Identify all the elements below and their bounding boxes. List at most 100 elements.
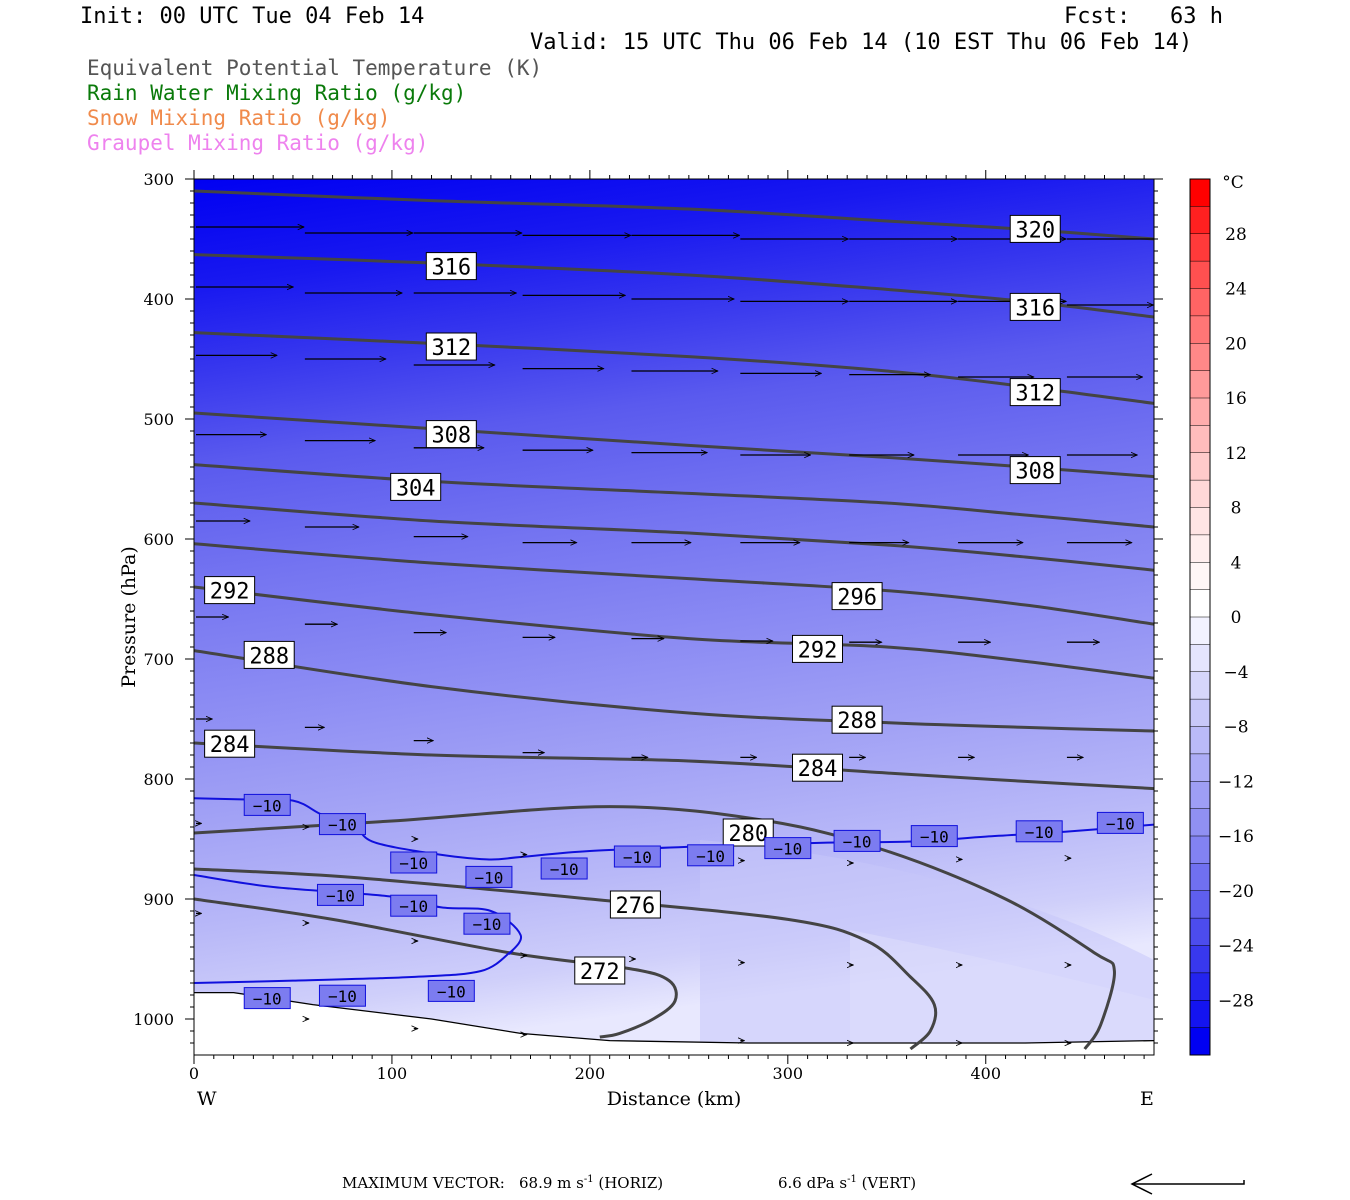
contour-labels: 320 316 316 312 312 308 308 304 296 292 292 288 288 2… (204, 214, 1144, 1010)
theta-e-label-box (425, 420, 477, 449)
temp-label-box (833, 829, 881, 852)
theta-e-label-box (609, 890, 661, 919)
temp-label: −10 (773, 840, 802, 859)
theta-e-label: 316 (1015, 296, 1055, 321)
temp-label-box (613, 845, 661, 868)
temp-label: −10 (437, 982, 466, 1001)
theta-e-label: 284 (798, 757, 838, 782)
colorbar-tick-label: 8 (1231, 499, 1242, 519)
colorbar-tick-label: −28 (1218, 991, 1254, 1011)
temp-label-box (764, 837, 812, 860)
temp-label: −10 (843, 832, 872, 851)
x-tick-label: 200 (575, 1064, 606, 1083)
x-axis-label: Distance (km) (607, 1088, 742, 1110)
colorbar-segment (1190, 918, 1210, 946)
temp-label: −10 (253, 990, 282, 1009)
theta-e-label: 284 (210, 733, 250, 758)
vert-exponent: -1 (847, 1174, 857, 1185)
legend-snow: Snow Mixing Ratio (g/kg) (87, 106, 391, 130)
colorbar-segment (1190, 945, 1210, 974)
y-axis-label: Pressure (hPa) (118, 546, 140, 688)
reference-vector-arrow (1130, 1173, 1245, 1195)
temp-label: −10 (253, 796, 282, 815)
theta-e-label-box (792, 753, 844, 782)
horiz-value: 68.9 m s (519, 1174, 584, 1192)
horiz-exponent: -1 (583, 1174, 594, 1185)
legend-rain: Rain Water Mixing Ratio (g/kg) (87, 81, 467, 105)
y-tick-label: 700 (143, 650, 174, 669)
colorbar: 28 24 20 16 12 8 4 0 −4 −8 −12 −16 −20 −24 −28 °C (1189, 173, 1254, 1056)
colorbar-segment (1190, 179, 1210, 207)
colorbar-segment (1190, 972, 1210, 1001)
colorbar-segment (1190, 1027, 1210, 1056)
theta-e-line-272 (194, 897, 678, 1039)
colorbar-segment (1190, 452, 1210, 481)
theta-e-label: 276 (616, 894, 656, 919)
temp-label: −10 (326, 886, 355, 905)
theta-e-label-box (831, 582, 883, 611)
colorbar-segment (1190, 781, 1210, 810)
vert-value: 6.6 dPa s (778, 1174, 848, 1192)
colorbar-segment (1190, 425, 1210, 454)
colorbar-segment (1190, 288, 1210, 317)
vert-unit: (VERT) (856, 1174, 917, 1192)
colorbar-segment (1190, 398, 1210, 426)
colorbar-segment (1190, 808, 1210, 837)
x-tick-label: 100 (377, 1064, 408, 1083)
theta-e-line-276 (194, 867, 938, 1051)
theta-e-line-296 (194, 542, 1154, 626)
colorbar-tick-label: −24 (1218, 937, 1254, 957)
y-tick-label: 800 (143, 770, 174, 789)
theta-e-label-box (204, 576, 256, 605)
theta-e-label-box (831, 705, 883, 734)
colorbar-segment (1190, 671, 1210, 700)
colorbar-segment (1190, 753, 1210, 782)
colorbar-tick-label: −20 (1218, 882, 1254, 902)
colorbar-segment (1190, 370, 1210, 399)
temp-label: −10 (1106, 814, 1135, 833)
temp-label: −10 (696, 847, 725, 866)
horiz-unit: (HORIZ) (593, 1174, 664, 1192)
temp-label-box (910, 825, 958, 848)
forecast-hour: Fcst: 63 h (1064, 4, 1223, 29)
west-label: W (197, 1088, 217, 1110)
max-vector-horiz: 68.9 m s-1 (HORIZ) (519, 1174, 663, 1192)
theta-e-label-box (792, 634, 844, 663)
temp-line-minus10 (194, 949, 514, 984)
theta-e-label: 312 (431, 336, 471, 361)
temp-label-box (540, 857, 588, 880)
colorbar-tick-label: 24 (1225, 280, 1247, 300)
temp-label: −10 (920, 828, 949, 847)
colorbar-segment (1190, 1000, 1210, 1029)
colorbar-segment (1190, 589, 1210, 618)
theta-e-label: 316 (431, 256, 471, 281)
theta-e-label-box (204, 729, 256, 758)
x-tick-label: 400 (970, 1064, 1001, 1083)
theta-e-label-box (425, 332, 477, 361)
colorbar-tick-label: 16 (1225, 389, 1247, 409)
temp-label: −10 (623, 848, 652, 867)
colorbar-tick-label: 28 (1225, 225, 1247, 245)
colorbar-segment (1190, 534, 1210, 563)
y-tick-label: 500 (143, 410, 174, 429)
theta-e-label: 292 (210, 580, 250, 605)
theta-e-line-292 (194, 585, 1154, 680)
colorbar-tick-label: −12 (1218, 772, 1254, 792)
theta-e-label: 308 (1015, 460, 1055, 485)
temp-label: −10 (328, 987, 357, 1006)
max-vector-vert: 6.6 dPa s-1 (VERT) (778, 1174, 916, 1192)
theta-e-line-288 (194, 649, 1154, 733)
temp-label-box (390, 851, 438, 874)
colorbar-segment (1190, 863, 1210, 892)
y-tick-label: 300 (143, 170, 174, 189)
colorbar-tick-label: −16 (1218, 827, 1254, 847)
temp-label-box (318, 813, 366, 836)
colorbar-segment (1190, 343, 1210, 372)
colorbar-tick-label: 20 (1225, 334, 1247, 354)
temp-label-box (687, 844, 735, 867)
temp-label: −10 (328, 816, 357, 835)
y-tick-label: 400 (143, 290, 174, 309)
colorbar-segment (1190, 699, 1210, 727)
colorbar-tick-label: 12 (1225, 444, 1247, 464)
y-tick-label: 1000 (133, 1010, 174, 1029)
